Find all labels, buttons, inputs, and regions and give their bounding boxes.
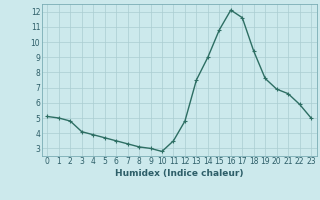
X-axis label: Humidex (Indice chaleur): Humidex (Indice chaleur) bbox=[115, 169, 244, 178]
